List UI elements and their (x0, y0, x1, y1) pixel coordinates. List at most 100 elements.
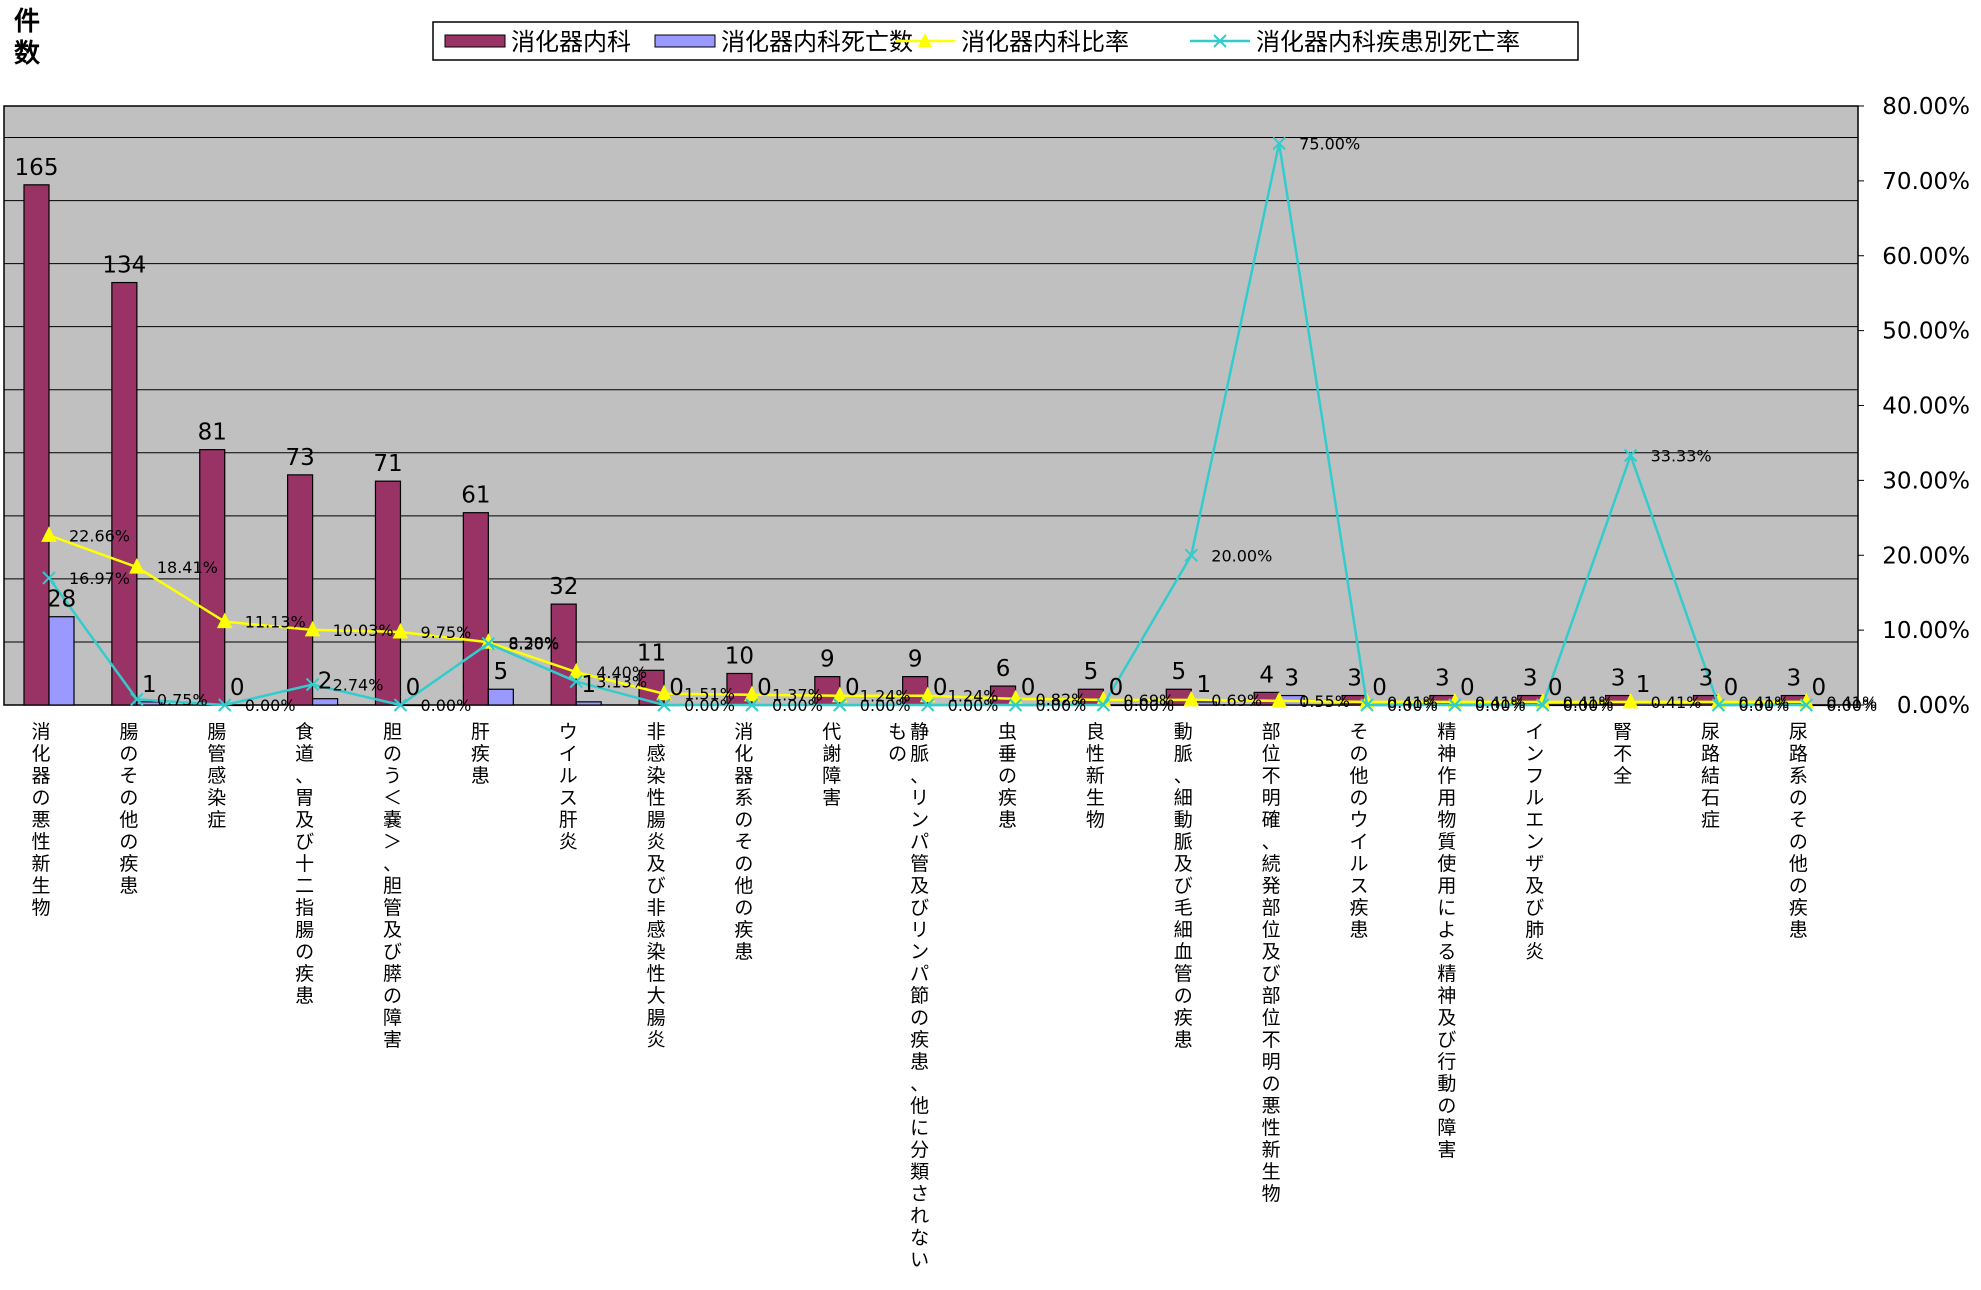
line-ratio-marker (568, 662, 585, 679)
category-label-char: 化 (734, 743, 753, 765)
category-label-char: 用 (1437, 787, 1456, 809)
category-label-char: 疾 (295, 963, 314, 985)
category-label-char: 分 (910, 1139, 929, 1161)
category-label-char: 患 (295, 985, 314, 1007)
line-ratio-label: 18.41% (157, 558, 218, 577)
bar-deaths-label: 0 (757, 675, 772, 701)
line-ratio-label: 1.37% (772, 686, 823, 705)
bar-visits-label: 11 (637, 640, 666, 666)
category-label-char: ス (1350, 875, 1369, 897)
line-ratio-marker (129, 558, 145, 574)
legend-box (432, 21, 1579, 61)
right-axis-tick-label: 0.00% (1897, 693, 1970, 719)
line-ratio-marker (831, 686, 848, 703)
category-label-char: 及 (647, 853, 666, 875)
category-label-char: の (119, 743, 138, 765)
bar-visits (199, 449, 226, 706)
category-label-char: 神 (1437, 985, 1456, 1007)
legend-marker (918, 33, 932, 47)
line-mortality-label: 2.74% (333, 675, 384, 694)
legend-swatch (444, 34, 506, 48)
bar-deaths-label: 1 (1636, 672, 1651, 698)
line-mortality-marker (1623, 448, 1638, 463)
category-label-char: 、 (295, 765, 314, 787)
line-mortality-marker (481, 636, 496, 651)
marker-stroke (1448, 698, 1462, 712)
category-label-char: エ (1525, 809, 1544, 831)
category-label-char: 用 (1437, 875, 1456, 897)
category-label-char: の (1350, 743, 1369, 765)
line-mortality-label: 0.00% (1826, 696, 1877, 715)
category-label-char: ス (559, 787, 578, 809)
right-axis-tick-label: 40.00% (1882, 394, 1970, 420)
category-label-char: 肺 (1525, 919, 1544, 941)
marker-stroke (1536, 698, 1550, 712)
category-label-char: の (1789, 787, 1808, 809)
marker-stroke (393, 698, 408, 712)
category-label-char: 代 (822, 721, 841, 743)
category-label-char: 患 (119, 875, 138, 897)
bar-deaths-label: 5 (494, 659, 509, 685)
left-axis-label: 数 (14, 39, 41, 69)
category-label-char: 使 (1437, 853, 1456, 875)
line-mortality-label: 0.00% (684, 696, 735, 715)
bar-deaths (136, 701, 163, 706)
category-label-char: の (383, 985, 402, 1007)
line-mortality-marker (1184, 548, 1198, 562)
bar-deaths (312, 698, 339, 706)
marker-stroke (1008, 698, 1023, 712)
category-label-char: リ (910, 919, 929, 941)
category-label-char: 染 (207, 787, 226, 809)
category-label-char: 悪 (31, 809, 50, 831)
category-label-char: 疾 (910, 1029, 929, 1051)
category-label-char: の (998, 765, 1017, 787)
line-mortality-marker (1096, 698, 1111, 712)
category-label-char: 精 (1437, 721, 1456, 743)
bar-visits (287, 474, 314, 706)
category-label-char: 、 (910, 1073, 929, 1095)
category-label-char: 部 (1262, 897, 1281, 919)
category-label-char: イ (1525, 721, 1544, 743)
category-label-char: 脈 (1174, 831, 1193, 853)
bar-deaths (575, 701, 602, 706)
category-label-char: 質 (1437, 831, 1456, 853)
category-label-char: 節 (910, 985, 929, 1007)
bar-visits-label: 134 (102, 253, 146, 279)
category-label-char: 疾 (734, 919, 753, 941)
bar-deaths (48, 616, 75, 706)
category-label-char: 物 (1262, 1183, 1281, 1205)
category-label-char: 脈 (910, 743, 929, 765)
category-label-char: 発 (1262, 875, 1281, 897)
category-label-char: 膵 (383, 963, 402, 985)
category-label-char: 腸 (119, 721, 138, 743)
category-label-char: 垂 (998, 743, 1017, 765)
category-label-char: ン (910, 941, 929, 963)
category-label-char: 食 (295, 721, 314, 743)
bar-deaths-label: 1 (581, 672, 596, 698)
line-ratio-marker (392, 622, 409, 639)
marker-stroke (1711, 698, 1726, 712)
marker-stroke (1184, 548, 1198, 562)
category-label-char: ル (559, 765, 578, 787)
category-label-char: の (734, 853, 753, 875)
category-label: 腎不全 (1613, 721, 1632, 787)
bar-visits-label: 10 (725, 643, 754, 669)
category-label-char: 謝 (822, 743, 841, 765)
line-mortality-label: 0.00% (1738, 696, 1789, 715)
marker-stroke (42, 571, 56, 585)
line-ratio-label: 10.03% (333, 621, 394, 640)
bar-deaths-label: 3 (1284, 666, 1299, 692)
bar-visits-label: 5 (1084, 659, 1099, 685)
category-label-char: ル (1525, 787, 1544, 809)
category-label-char: 消 (734, 721, 753, 743)
category-label-char: び (1262, 963, 1281, 985)
line-ratio-label: 0.82% (1036, 690, 1087, 709)
right-axis-tick-label: 60.00% (1882, 244, 1970, 270)
bar-deaths-label: 0 (669, 675, 684, 701)
category-label-char: 細 (1174, 787, 1193, 809)
